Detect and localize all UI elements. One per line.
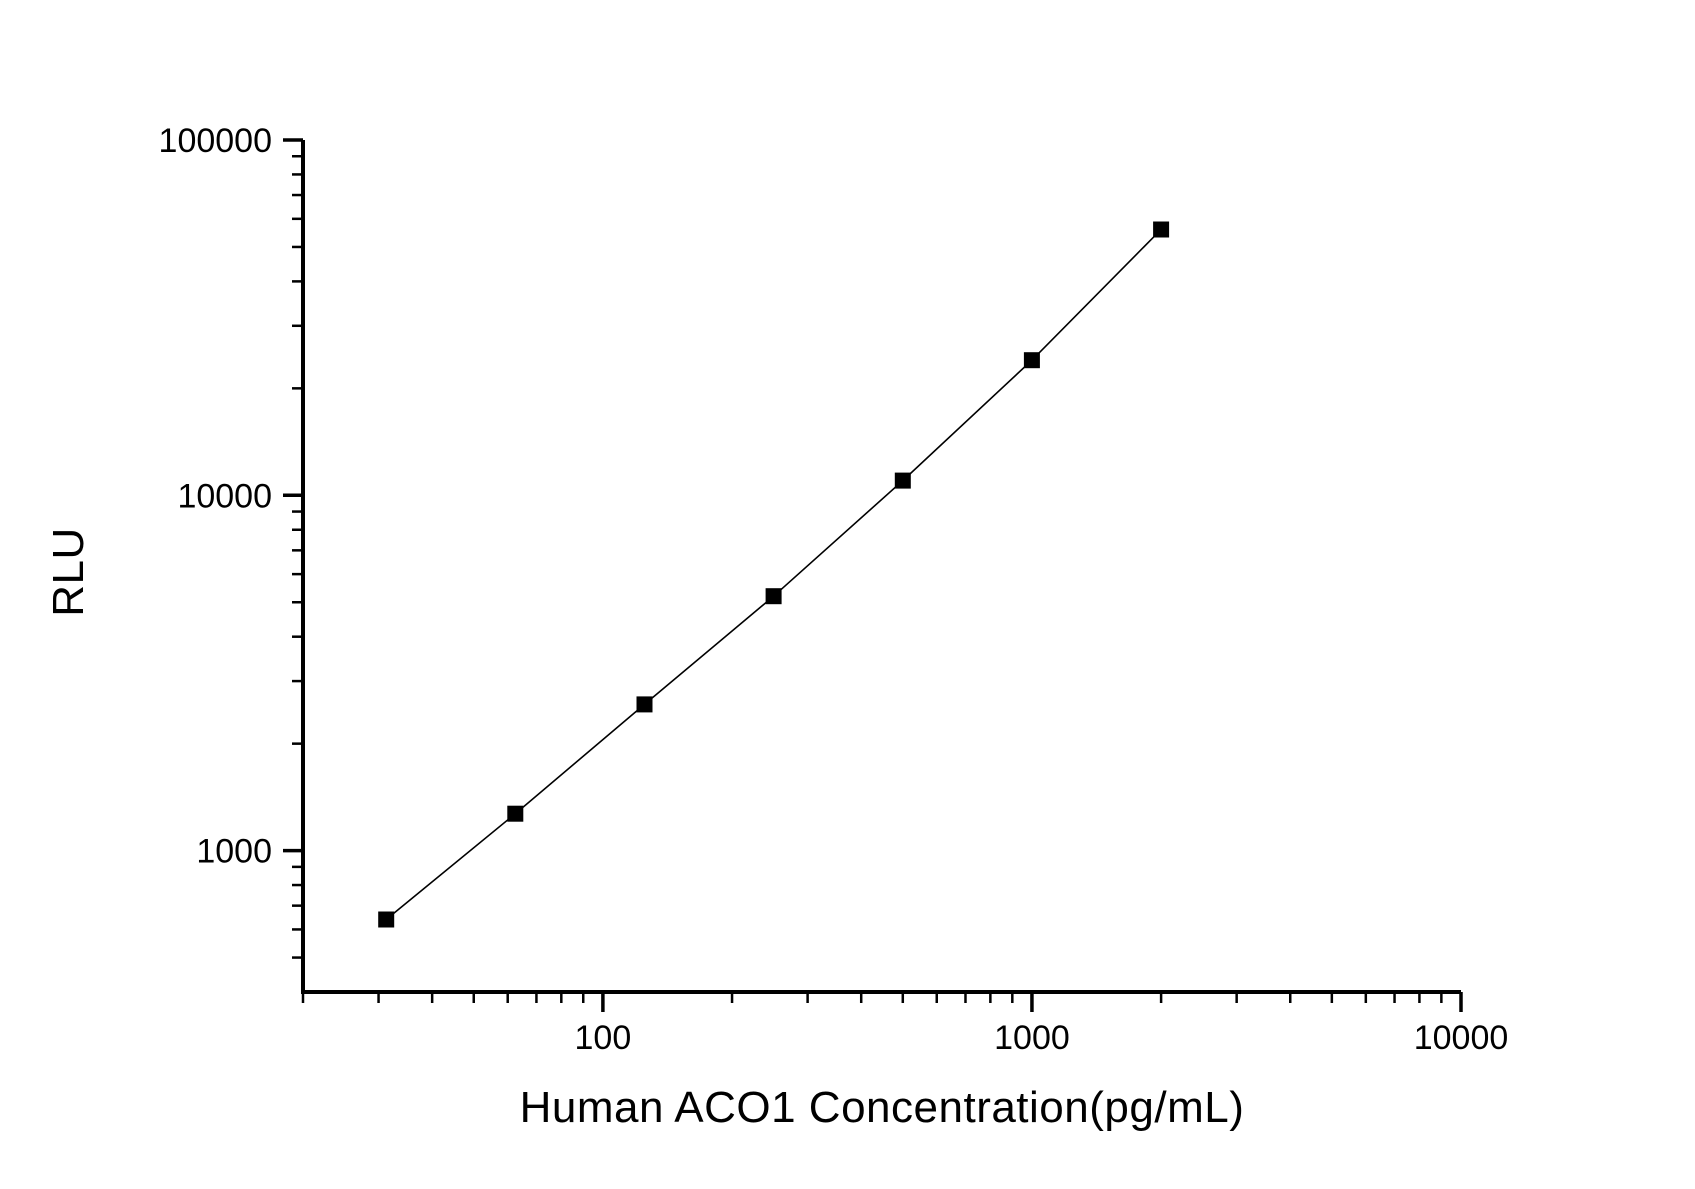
- x-tick-label: 100: [575, 1019, 632, 1057]
- data-point: [636, 696, 653, 713]
- series-line: [385, 228, 1162, 921]
- data-point: [765, 588, 782, 605]
- data-point: [378, 911, 395, 928]
- y-tick-label: 1000: [196, 833, 272, 871]
- y-tick-label: 100000: [159, 122, 272, 160]
- data-point: [1153, 221, 1170, 238]
- data-point: [894, 472, 911, 489]
- data-point: [1023, 352, 1040, 369]
- plot-area: 100 1000 10000 1000 10000 100000: [159, 122, 1509, 1057]
- x-tick-label: 1000: [994, 1019, 1070, 1057]
- data-point: [507, 805, 524, 822]
- axis-frame: [301, 140, 1461, 994]
- y-tick-label: 10000: [177, 477, 272, 515]
- y-axis-title: RLU: [44, 527, 93, 617]
- x-tick-label: 10000: [1414, 1019, 1509, 1057]
- x-axis-title: Human ACO1 Concentration(pg/mL): [520, 1083, 1245, 1132]
